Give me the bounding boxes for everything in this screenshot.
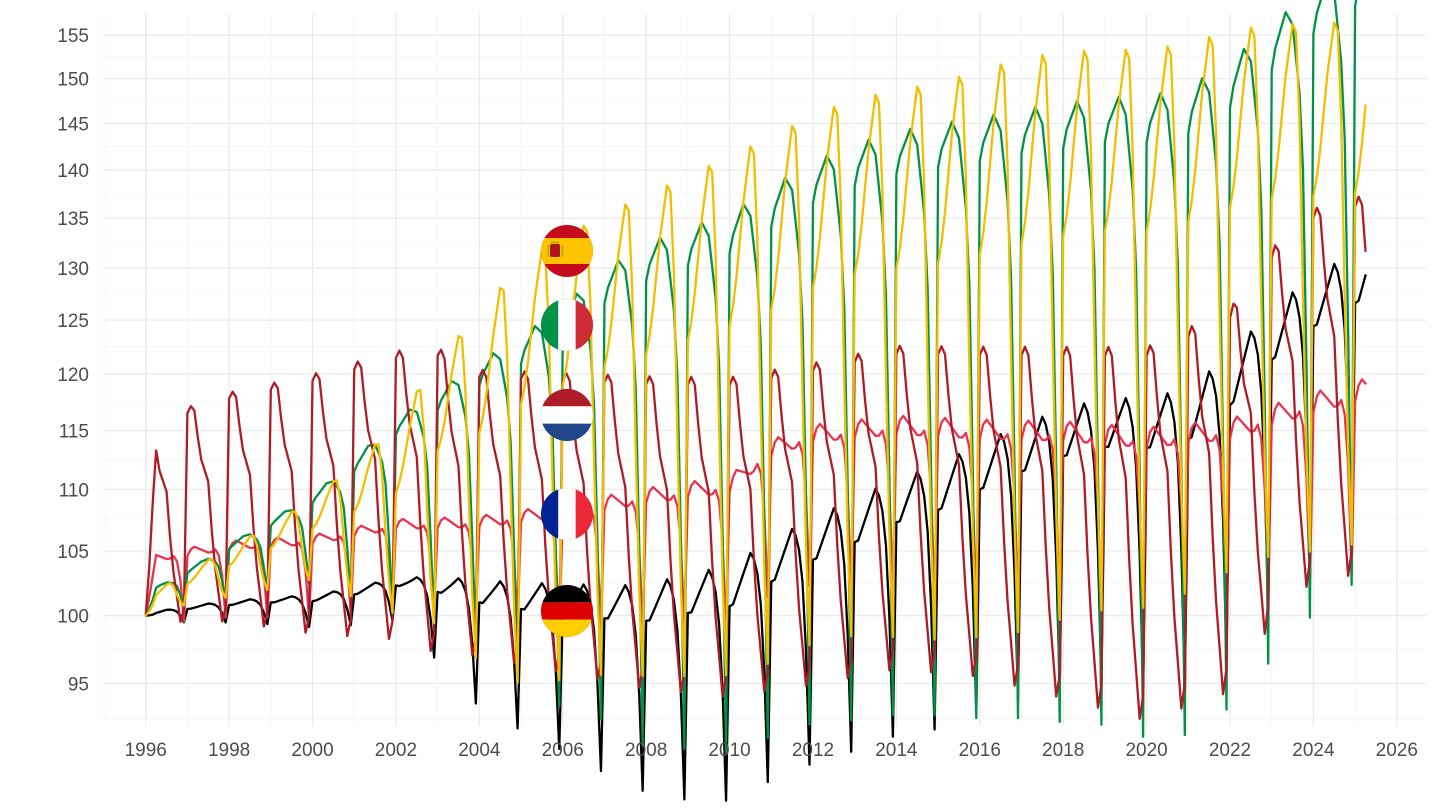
- x-tick-label: 2006: [542, 740, 584, 761]
- y-tick-label: 100: [57, 607, 89, 628]
- flag-italy-icon: [541, 299, 593, 351]
- x-tick-label: 2022: [1209, 740, 1251, 761]
- series-line-netherlands: [144, 195, 1367, 720]
- flag-france-icon: [541, 488, 593, 540]
- flag-germany-icon: [541, 585, 593, 637]
- series-line-italy: [144, 0, 1358, 754]
- x-tick-label: 2010: [708, 740, 750, 761]
- x-tick-label: 2012: [792, 740, 834, 761]
- y-tick-label: 125: [57, 311, 89, 332]
- x-tick-label: 2002: [375, 740, 417, 761]
- x-tick-label: 1996: [125, 740, 167, 761]
- series-lines: [144, 0, 1367, 802]
- y-tick-label: 130: [57, 259, 89, 280]
- x-tick-label: 2014: [875, 740, 918, 761]
- flag-netherlands-icon: [541, 389, 593, 441]
- x-tick-label: 2008: [625, 740, 667, 761]
- series-line-germany: [144, 262, 1367, 802]
- y-tick-label: 145: [57, 115, 89, 136]
- y-axis-tick-labels: 95 100 105 110 115 120 125 130 135 140 145 150 155: [57, 26, 89, 695]
- country-flags: [540, 224, 594, 638]
- x-axis-tick-labels: 1996 1998 2000 2002 2004 2006 2008 2010 2012 2014…: [125, 740, 1418, 761]
- x-tick-label: 2018: [1042, 740, 1084, 761]
- series-line-spain: [144, 21, 1367, 685]
- x-tick-label: 2024: [1292, 740, 1335, 761]
- y-tick-label: 155: [57, 26, 89, 47]
- y-tick-label: 95: [68, 675, 89, 696]
- y-tick-label: 120: [57, 365, 89, 386]
- x-tick-label: 1998: [208, 740, 250, 761]
- y-tick-label: 110: [59, 480, 89, 501]
- x-tick-label: 2026: [1376, 740, 1418, 761]
- x-tick-label: 2020: [1125, 740, 1167, 761]
- y-tick-label: 135: [57, 209, 89, 230]
- y-tick-label: 140: [57, 161, 89, 182]
- x-tick-label: 2004: [458, 740, 501, 761]
- x-tick-label: 2000: [291, 740, 333, 761]
- x-tick-label: 2016: [959, 740, 1001, 761]
- y-tick-label: 105: [57, 542, 89, 563]
- y-tick-label: 150: [57, 70, 89, 91]
- y-tick-label: 115: [59, 421, 89, 442]
